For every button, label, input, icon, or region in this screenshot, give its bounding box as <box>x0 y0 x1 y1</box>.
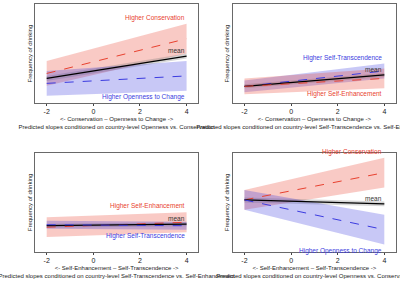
svg-text:Higher Self-Transcendence: Higher Self-Transcendence <box>303 54 382 62</box>
svg-text:Higher Self-Transcendence: Higher Self-Transcendence <box>106 232 185 240</box>
svg-text:2: 2 <box>336 108 340 115</box>
svg-text:Frequency of drinking: Frequency of drinking <box>27 174 33 232</box>
svg-text:2: 2 <box>336 257 340 264</box>
svg-text:-2: -2 <box>44 257 50 264</box>
svg-text:0: 0 <box>91 108 95 115</box>
svg-text:Higher Conservation: Higher Conservation <box>322 148 382 156</box>
svg-text:0: 0 <box>289 257 293 264</box>
svg-text:Higher Self-Enhancement: Higher Self-Enhancement <box>307 90 382 98</box>
svg-text:4: 4 <box>185 257 189 264</box>
svg-text:Higher Conservation: Higher Conservation <box>125 14 185 22</box>
svg-text:<- Conservation – Openness to: <- Conservation – Openness to Change ->P… <box>19 116 215 130</box>
svg-text:-2: -2 <box>44 108 50 115</box>
svg-text:<- Self-Enhancement – Self-Tra: <- Self-Enhancement – Self-Transcendence… <box>0 265 235 279</box>
svg-text:4: 4 <box>382 108 386 115</box>
svg-text:mean: mean <box>365 195 382 202</box>
svg-text:Higher Openness to Change: Higher Openness to Change <box>102 93 185 101</box>
svg-text:mean: mean <box>168 215 185 222</box>
svg-text:Higher Openness to Change: Higher Openness to Change <box>299 247 382 255</box>
svg-text:4: 4 <box>185 108 189 115</box>
svg-text:Frequency of drinking: Frequency of drinking <box>27 25 33 83</box>
svg-text:<- Self-Enhancement – Self-Tra: <- Self-Enhancement – Self-Transcendence… <box>216 265 400 279</box>
svg-text:2: 2 <box>138 108 142 115</box>
svg-text:-2: -2 <box>241 257 247 264</box>
svg-text:0: 0 <box>289 108 293 115</box>
svg-text:-2: -2 <box>241 108 247 115</box>
svg-text:<- Conservation – Openness to: <- Conservation – Openness to Change ->P… <box>196 116 400 130</box>
svg-text:Frequency of drinking: Frequency of drinking <box>224 174 230 232</box>
svg-text:0: 0 <box>91 257 95 264</box>
svg-text:Frequency of drinking: Frequency of drinking <box>224 25 230 83</box>
svg-text:2: 2 <box>138 257 142 264</box>
svg-text:mean: mean <box>168 47 185 54</box>
svg-text:Higher Self-Enhancement: Higher Self-Enhancement <box>110 202 185 210</box>
svg-text:mean: mean <box>365 66 382 73</box>
svg-text:4: 4 <box>382 257 386 264</box>
